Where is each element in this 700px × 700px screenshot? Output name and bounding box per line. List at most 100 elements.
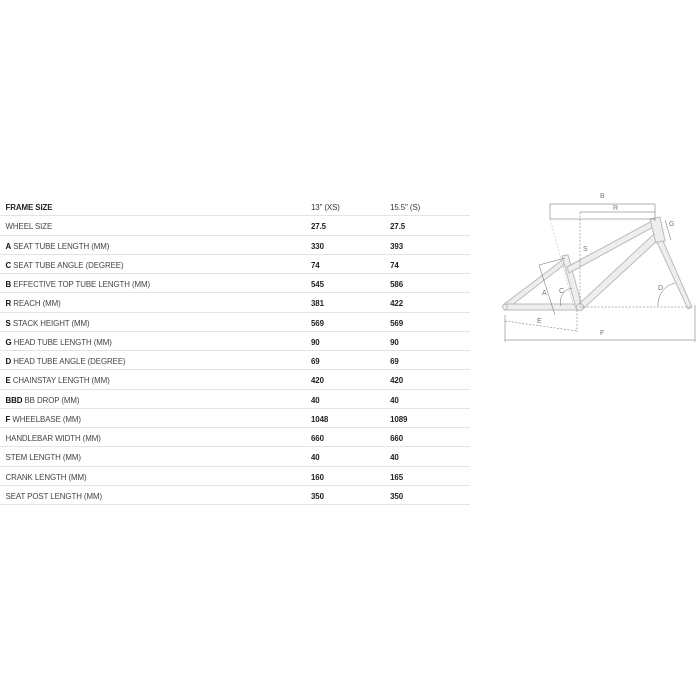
table-row: WHEEL SIZE 27.5 27.5: [0, 216, 471, 236]
row-name: REACH (MM): [11, 298, 61, 309]
row-name: EFFECTIVE TOP TUBE LENGTH (MM): [11, 279, 151, 290]
value-s: 569: [390, 317, 404, 328]
value-s: 420: [390, 375, 404, 386]
value-s: 90: [390, 336, 399, 347]
row-label: F WHEELBASE (MM): [5, 413, 82, 424]
value-xs: 381: [310, 298, 324, 309]
table-row: S STACK HEIGHT (MM) 569 569: [0, 313, 471, 332]
table-row: E CHAINSTAY LENGTH (MM) 420 420: [0, 370, 471, 390]
label-s: S: [583, 246, 588, 253]
table-row: CRANK LENGTH (MM) 160 165: [0, 467, 471, 486]
row-label: BBD BB DROP (MM): [6, 395, 80, 405]
dimension-code: F: [5, 413, 11, 424]
value-xs: 160: [310, 471, 324, 482]
row-name: STEM LENGTH (MM): [5, 452, 81, 463]
row-name: WHEELBASE (MM): [10, 413, 81, 424]
row-label: STEM LENGTH (MM): [6, 452, 81, 462]
label-c: C: [559, 288, 564, 295]
value-xs: 1048: [310, 413, 329, 424]
label-d: D: [658, 285, 663, 292]
value-s: 660: [390, 433, 404, 444]
value-xs: 545: [310, 279, 324, 290]
row-name: CRANK LENGTH (MM): [5, 471, 87, 482]
dimension-code: D: [5, 356, 12, 367]
value-xs: 74: [310, 259, 320, 270]
row-label: SEAT POST LENGTH (MM): [5, 490, 103, 501]
bike-frame: [502, 216, 693, 311]
row-label: G HEAD TUBE LENGTH (MM): [6, 337, 112, 347]
value-xs: 660: [310, 433, 324, 444]
dimension-code: G: [5, 336, 12, 347]
row-name: HANDLEBAR WIDTH (MM): [5, 433, 101, 444]
table-row: F WHEELBASE (MM) 1048 1089: [0, 409, 471, 429]
dimension-code: S: [5, 317, 11, 328]
value-s: 165: [390, 471, 404, 482]
row-name: BB DROP (MM): [22, 394, 80, 405]
dimension-code: B: [5, 279, 12, 290]
row-label: A SEAT TUBE LENGTH (MM): [6, 241, 110, 251]
value-s: 422: [390, 298, 404, 309]
row-name: SEAT TUBE ANGLE (DEGREE): [11, 259, 124, 270]
row-label: WHEEL SIZE: [6, 221, 53, 231]
row-name: SEAT POST LENGTH (MM): [5, 490, 103, 501]
value-xs: 350: [310, 490, 324, 501]
dimension-code: R: [5, 298, 12, 309]
row-name: HEAD TUBE LENGTH (MM): [11, 336, 112, 347]
table-row: G HEAD TUBE LENGTH (MM) 90 90: [0, 332, 471, 352]
dimension-lines: [504, 203, 696, 342]
value-s: 69: [390, 356, 399, 367]
value-xs: 569: [310, 317, 324, 328]
value-xs: 330: [310, 240, 324, 251]
frame-geometry-diagram: B R S G A C D E F: [502, 193, 696, 342]
label-e: E: [537, 318, 542, 325]
value-s: 27.5: [390, 221, 406, 232]
dimension-code: C: [5, 259, 12, 270]
table-row: HANDLEBAR WIDTH (MM) 660 660: [0, 428, 471, 448]
value-s: 586: [390, 279, 404, 290]
row-label: CRANK LENGTH (MM): [6, 472, 87, 482]
table-row: D HEAD TUBE ANGLE (DEGREE) 69 69: [0, 351, 471, 371]
row-label: B EFFECTIVE TOP TUBE LENGTH (MM): [6, 279, 151, 289]
value-xs: 40: [310, 394, 320, 405]
label-b: B: [600, 193, 605, 200]
value-xs: 69: [310, 356, 320, 367]
label-a: A: [542, 290, 547, 297]
header-size-s: 15.5" (S): [390, 202, 421, 212]
value-s: 1089: [390, 413, 408, 424]
label-g: G: [669, 221, 674, 228]
table-row: BBD BB DROP (MM) 40 40: [0, 390, 471, 409]
row-name: CHAINSTAY LENGTH (MM): [10, 375, 110, 386]
header-label: FRAME SIZE: [5, 202, 53, 212]
table-row: B EFFECTIVE TOP TUBE LENGTH (MM) 545 586: [0, 274, 471, 294]
value-xs: 420: [310, 375, 324, 386]
table-row: SEAT POST LENGTH (MM) 350 350: [0, 486, 471, 506]
dimension-code: A: [5, 240, 12, 251]
value-s: 393: [390, 240, 404, 251]
value-s: 40: [390, 452, 399, 463]
value-xs: 27.5: [310, 221, 326, 232]
row-name: HEAD TUBE ANGLE (DEGREE): [11, 356, 126, 367]
dimension-code: BBD: [5, 394, 23, 405]
row-name: SEAT TUBE LENGTH (MM): [11, 240, 110, 251]
value-xs: 40: [310, 452, 320, 463]
table-row: A SEAT TUBE LENGTH (MM) 330 393: [0, 236, 471, 255]
row-label: E CHAINSTAY LENGTH (MM): [6, 375, 110, 385]
table-row: R REACH (MM) 381 422: [0, 293, 471, 313]
row-label: C SEAT TUBE ANGLE (DEGREE): [6, 260, 124, 270]
geometry-table: FRAME SIZE 13" (XS) 15.5" (S) WHEEL SIZE…: [0, 197, 471, 506]
row-name: STACK HEIGHT (MM): [10, 317, 90, 328]
row-label: HANDLEBAR WIDTH (MM): [6, 433, 101, 443]
dimension-code: E: [5, 375, 11, 386]
value-s: 74: [390, 259, 399, 270]
label-r: R: [613, 205, 618, 212]
header-size-xs: 13" (XS): [310, 202, 340, 212]
row-label: R REACH (MM): [6, 298, 61, 308]
row-label: S STACK HEIGHT (MM): [6, 318, 90, 328]
label-f: F: [600, 330, 604, 337]
row-name: WHEEL SIZE: [5, 221, 53, 232]
table-row: STEM LENGTH (MM) 40 40: [0, 447, 471, 467]
value-s: 40: [390, 394, 399, 405]
table-row: C SEAT TUBE ANGLE (DEGREE) 74 74: [0, 255, 471, 275]
row-label: D HEAD TUBE ANGLE (DEGREE): [6, 356, 126, 366]
value-s: 350: [390, 490, 404, 501]
